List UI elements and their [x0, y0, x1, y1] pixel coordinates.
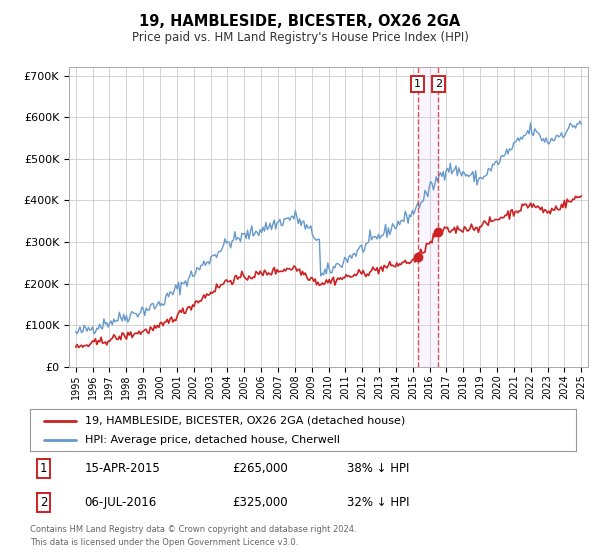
Text: 19, HAMBLESIDE, BICESTER, OX26 2GA (detached house): 19, HAMBLESIDE, BICESTER, OX26 2GA (deta… — [85, 416, 405, 426]
Text: 32% ↓ HPI: 32% ↓ HPI — [347, 496, 409, 509]
Text: 19, HAMBLESIDE, BICESTER, OX26 2GA: 19, HAMBLESIDE, BICESTER, OX26 2GA — [139, 14, 461, 29]
Text: 2: 2 — [40, 496, 47, 509]
Text: 38% ↓ HPI: 38% ↓ HPI — [347, 462, 409, 475]
Text: This data is licensed under the Open Government Licence v3.0.: This data is licensed under the Open Gov… — [30, 538, 298, 547]
Text: 06-JUL-2016: 06-JUL-2016 — [85, 496, 157, 509]
Text: 1: 1 — [414, 79, 421, 89]
Text: HPI: Average price, detached house, Cherwell: HPI: Average price, detached house, Cher… — [85, 435, 340, 445]
Text: £325,000: £325,000 — [232, 496, 287, 509]
Text: 15-APR-2015: 15-APR-2015 — [85, 462, 160, 475]
Text: 1: 1 — [40, 462, 47, 475]
Bar — [418, 67, 438, 367]
Text: Contains HM Land Registry data © Crown copyright and database right 2024.: Contains HM Land Registry data © Crown c… — [30, 525, 356, 534]
Text: 2: 2 — [434, 79, 442, 89]
Text: Price paid vs. HM Land Registry's House Price Index (HPI): Price paid vs. HM Land Registry's House … — [131, 31, 469, 44]
Text: £265,000: £265,000 — [232, 462, 288, 475]
